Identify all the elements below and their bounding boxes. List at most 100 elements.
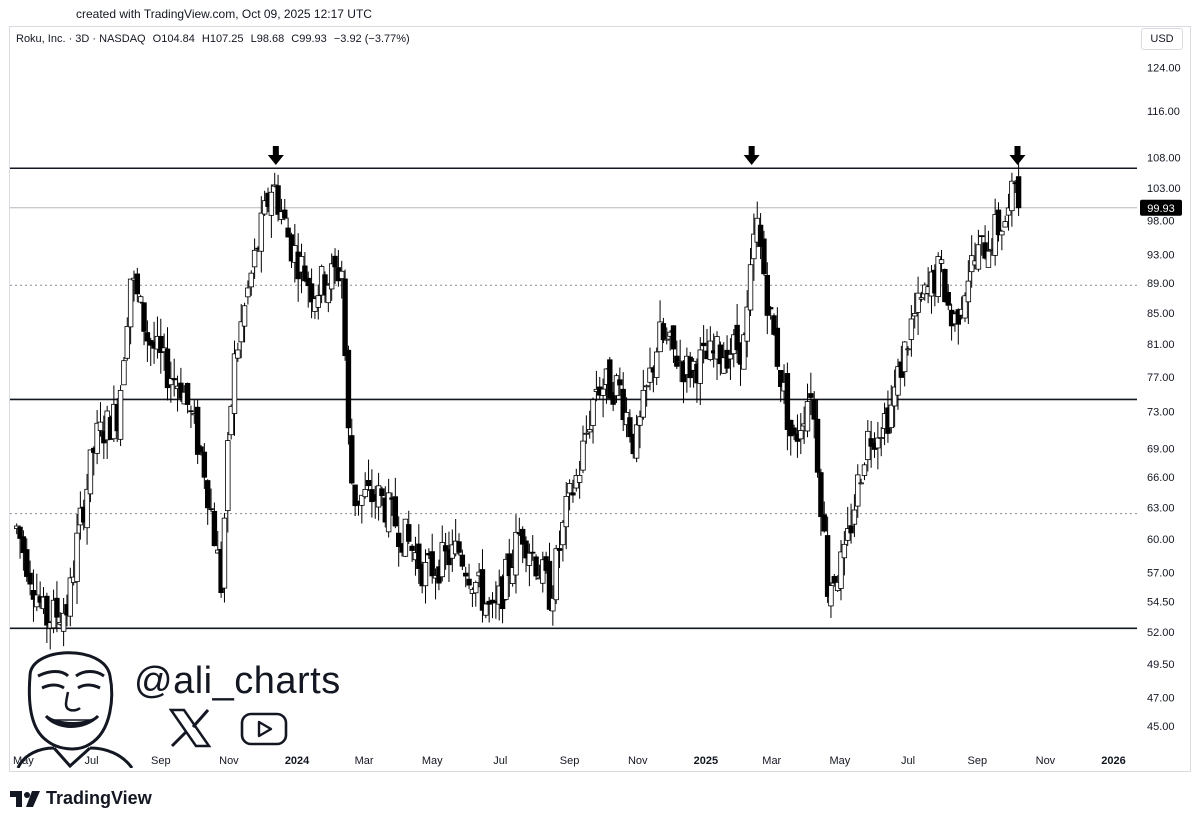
candle-body [225, 440, 231, 512]
candle-body [583, 432, 590, 435]
candle-body [540, 559, 546, 584]
y-tick-label: 77.00 [1147, 372, 1175, 384]
x-tick-label: Jul [85, 755, 99, 767]
legend-high: H107.25 [201, 33, 244, 45]
candle-body [841, 543, 848, 559]
candle-body [1009, 180, 1015, 212]
candle-body [640, 389, 647, 418]
candle-body [811, 398, 817, 420]
candle-body [553, 548, 559, 601]
candle-body [54, 597, 60, 618]
candle-body [828, 585, 834, 607]
arrow-down-icon [267, 146, 284, 165]
candle-body [560, 521, 566, 546]
x-tick-label: Mar [762, 755, 781, 767]
candle-body [848, 525, 854, 534]
x-logo-icon[interactable] [168, 708, 212, 753]
candle-body [241, 305, 248, 327]
candle-body [938, 259, 945, 264]
arrow-down-icon [743, 146, 760, 165]
x-tick-label: Nov [219, 755, 239, 767]
candle-body [184, 382, 191, 405]
candle-body [97, 421, 104, 432]
candle-body [586, 429, 593, 433]
currency-button[interactable]: USD [1141, 28, 1183, 50]
candle-body [901, 341, 908, 373]
candle-body [727, 353, 734, 360]
x-tick-label: Jul [901, 755, 915, 767]
y-tick-label: 81.00 [1147, 339, 1175, 351]
candle-body [617, 379, 623, 386]
candle-body [965, 280, 972, 303]
candle-body [982, 242, 988, 259]
candle-body [962, 295, 968, 319]
candle-body [342, 278, 348, 357]
y-tick-label: 89.00 [1147, 278, 1175, 290]
candle-body [245, 287, 251, 298]
candle-body [208, 508, 214, 511]
youtube-icon[interactable] [240, 712, 288, 751]
candle-body [757, 224, 764, 247]
candle-body [791, 427, 797, 435]
candle-body [935, 256, 941, 297]
candle-body [566, 483, 573, 494]
candle-body [258, 212, 265, 252]
candle-body [332, 255, 338, 268]
candle-body [1002, 221, 1008, 228]
candle-body [861, 464, 868, 476]
candle-body [620, 388, 626, 421]
candle-body [416, 543, 422, 569]
candle-body [576, 475, 583, 483]
candle-body [87, 449, 94, 495]
tradingview-wordmark: TradingView [46, 788, 152, 808]
y-tick-label: 47.00 [1147, 693, 1175, 705]
candle-body [479, 569, 486, 611]
candle-body [784, 373, 791, 430]
candle-body [188, 410, 194, 413]
candle-body [204, 480, 211, 509]
candle-body [463, 572, 469, 577]
candle-body [590, 399, 596, 426]
candle-body [117, 390, 124, 440]
candle-body [915, 292, 921, 313]
candle-body [908, 318, 915, 340]
candle-body [627, 417, 633, 438]
candle-body [456, 541, 462, 553]
candle-body [171, 378, 177, 381]
y-tick-label: 54.50 [1147, 597, 1175, 609]
x-tick-label: Nov [628, 755, 648, 767]
x-tick-label: 2026 [1101, 755, 1125, 767]
candle-body [392, 496, 399, 527]
candle-body [875, 437, 881, 449]
candle-body [777, 370, 784, 387]
candle-body [888, 404, 894, 429]
candle-body [362, 489, 368, 498]
arrow-down-icon [1009, 146, 1026, 165]
candle-body [523, 540, 529, 559]
candle-body [556, 548, 563, 551]
y-tick-label: 116.00 [1147, 106, 1180, 118]
candle-body [824, 535, 831, 597]
candle-body [851, 509, 858, 525]
x-tick-label: May [422, 755, 443, 767]
candle-body [747, 264, 754, 311]
candle-body [985, 250, 992, 268]
author-handle: @ali_charts [134, 660, 341, 702]
candle-body [268, 191, 275, 216]
candle-body [858, 482, 864, 485]
candle-body [975, 244, 982, 270]
candle-body [459, 554, 466, 567]
candle-body [201, 451, 208, 478]
candle-body [697, 349, 703, 384]
candle-body [17, 526, 23, 539]
candle-body [771, 315, 777, 335]
tradingview-logo[interactable]: TradingView [10, 788, 152, 809]
y-tick-label: 49.50 [1147, 659, 1175, 671]
candle-body [633, 424, 640, 459]
x-tick-label: 2025 [694, 755, 718, 767]
candle-body [610, 392, 616, 405]
candle-body [761, 238, 767, 275]
candle-body [439, 542, 445, 578]
x-tick-label: Jul [493, 755, 507, 767]
